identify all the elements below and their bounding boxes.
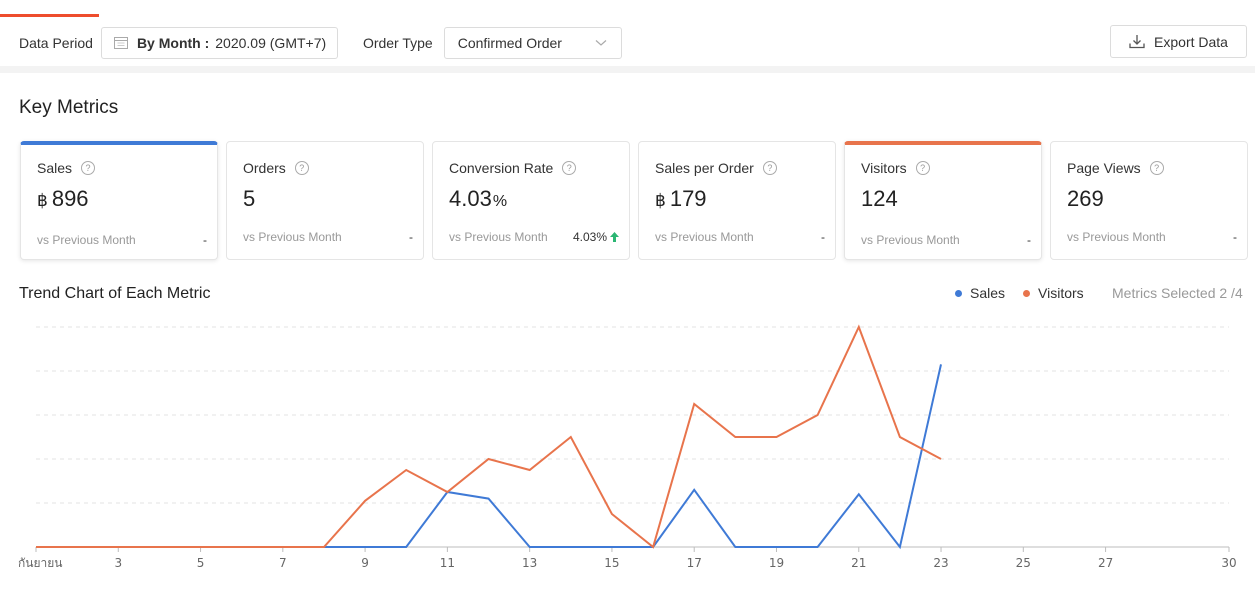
compare-label: vs Previous Month [243, 230, 342, 244]
trend-chart-title: Trend Chart of Each Metric [19, 285, 211, 302]
arrow-up-icon [610, 232, 619, 242]
metric-value: 5 [243, 186, 256, 211]
legend-dot [955, 289, 962, 297]
x-tick-label: 9 [361, 556, 369, 570]
currency-symbol: ฿ [655, 191, 666, 210]
x-tick-label: 23 [933, 556, 948, 570]
metric-label: Conversion Rate [449, 160, 554, 176]
change-value: - [203, 233, 207, 247]
metric-card-sales-per-order[interactable]: Sales per Order? ฿ 179 vs Previous Month - [638, 141, 836, 260]
currency-symbol: ฿ [37, 191, 48, 210]
compare-label: vs Previous Month [37, 233, 136, 247]
legend-label: Visitors [1038, 285, 1084, 301]
order-type-value: Confirmed Order [457, 34, 562, 51]
x-tick-label: 30 [1221, 556, 1236, 570]
series-line-sales[interactable] [36, 364, 942, 550]
data-period-label: Data Period [19, 34, 93, 51]
key-metrics-title: Key Metrics [19, 97, 119, 118]
metric-value: 4.03 [449, 186, 492, 211]
compare-label: vs Previous Month [1067, 230, 1166, 244]
x-tick-label: 5 [197, 556, 205, 570]
legend-label: Sales [970, 285, 1006, 301]
x-tick-label: 15 [604, 556, 619, 570]
help-icon[interactable]: ? [562, 161, 577, 175]
legend-item-visitors[interactable]: Visitors [1023, 285, 1084, 301]
download-icon [1129, 35, 1145, 49]
metric-card-sales[interactable]: Sales? ฿ 896 vs Previous Month - [20, 141, 218, 260]
x-tick-label: 7 [279, 556, 287, 570]
help-icon[interactable]: ? [294, 161, 309, 175]
metric-label: Sales per Order [655, 160, 754, 176]
metric-card-conversion-rate[interactable]: Conversion Rate? 4.03% vs Previous Month… [432, 141, 630, 260]
legend-dot [1023, 289, 1031, 297]
metric-label: Sales [37, 160, 73, 176]
help-icon[interactable]: ? [1149, 161, 1164, 175]
order-type-label: Order Type [362, 34, 433, 51]
change-value: - [1233, 230, 1237, 244]
data-period-picker[interactable]: By Month : 2020.09 (GMT+7) [100, 26, 338, 59]
metrics-selected-count[interactable]: Metrics Selected 2 /4 [1112, 285, 1243, 301]
x-tick-label: กันยายน [18, 556, 62, 570]
calendar-icon [113, 37, 128, 49]
x-tick-label: 19 [769, 556, 784, 570]
period-mode: By Month : [136, 34, 210, 51]
x-tick-label: 11 [440, 556, 455, 570]
metric-card-page-views[interactable]: Page Views? 269 vs Previous Month - [1050, 141, 1248, 260]
chart-legend: Sales Visitors [955, 285, 1102, 301]
compare-label: vs Previous Month [449, 230, 548, 244]
active-tab-indicator [0, 14, 99, 17]
change-value: - [1027, 233, 1031, 247]
section-divider [0, 66, 1255, 73]
x-tick-label: 25 [1016, 556, 1031, 570]
change-value: - [821, 230, 825, 244]
series-line-visitors[interactable] [36, 324, 942, 549]
metric-label: Orders [243, 160, 286, 176]
legend-item-sales[interactable]: Sales [955, 285, 1005, 301]
metric-value: 124 [861, 186, 898, 211]
help-icon[interactable]: ? [762, 161, 777, 175]
filter-bar: Data Period By Month : 2020.09 (GMT+7) O… [0, 17, 1255, 69]
metric-card-visitors[interactable]: Visitors? 124 vs Previous Month - [844, 141, 1042, 260]
metric-value: 269 [1067, 186, 1104, 211]
x-tick-label: 3 [114, 556, 122, 570]
metric-value: 896 [51, 186, 89, 211]
metric-label: Visitors [861, 160, 907, 176]
x-tick-label: 13 [522, 556, 537, 570]
x-tick-label: 27 [1098, 556, 1113, 570]
change-value: - [409, 230, 413, 244]
metric-label: Page Views [1067, 160, 1141, 176]
order-type-select[interactable]: Confirmed Order [443, 26, 622, 59]
trend-chart: กันยายน 3 5 7 9 11 13 15 17 19 21 23 25 27 30 [18, 324, 1237, 570]
export-data-label: Export Data [1154, 33, 1228, 50]
export-data-button[interactable]: Export Data [1110, 25, 1247, 58]
metric-card-orders[interactable]: Orders? 5 vs Previous Month - [226, 141, 424, 260]
period-value: 2020.09 (GMT+7) [215, 34, 327, 51]
metric-value: 179 [669, 186, 707, 211]
x-tick-label: 17 [687, 556, 702, 570]
change-value: 4.03% [572, 230, 607, 244]
compare-label: vs Previous Month [861, 233, 960, 247]
percent-suffix: % [492, 193, 508, 210]
help-icon[interactable]: ? [81, 161, 96, 175]
compare-label: vs Previous Month [655, 230, 754, 244]
chevron-down-icon [595, 39, 607, 46]
x-tick-label: 21 [851, 556, 866, 570]
help-icon[interactable]: ? [915, 161, 930, 175]
